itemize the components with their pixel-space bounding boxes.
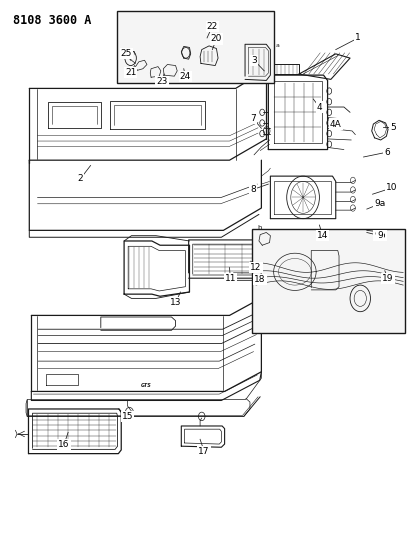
Text: 13: 13	[169, 298, 181, 307]
Text: 14: 14	[316, 231, 328, 240]
Text: GTS: GTS	[140, 383, 151, 387]
Text: 18: 18	[254, 275, 265, 284]
Text: 7: 7	[250, 114, 256, 123]
Text: 16: 16	[58, 440, 70, 449]
Text: 9b: 9b	[373, 231, 385, 240]
Text: 25: 25	[121, 50, 132, 58]
Text: 9a: 9a	[373, 199, 384, 208]
Text: 8: 8	[250, 185, 256, 194]
Text: 17: 17	[198, 447, 209, 456]
Text: 6: 6	[383, 148, 389, 157]
Text: 9: 9	[376, 231, 382, 240]
Text: 20: 20	[210, 35, 222, 44]
Text: 5: 5	[389, 123, 395, 132]
FancyBboxPatch shape	[117, 11, 274, 83]
Text: 4: 4	[316, 102, 321, 111]
Text: 21: 21	[125, 68, 136, 77]
Text: 19: 19	[381, 273, 393, 282]
Text: 12: 12	[250, 263, 261, 272]
Text: 3: 3	[251, 56, 256, 64]
Text: 24: 24	[179, 71, 191, 80]
Text: 4A: 4A	[329, 119, 341, 128]
Text: 23: 23	[156, 77, 167, 86]
Text: 2: 2	[77, 174, 83, 183]
Text: b: b	[257, 225, 261, 231]
FancyBboxPatch shape	[252, 229, 404, 333]
Text: 15: 15	[121, 412, 133, 421]
Text: 10: 10	[385, 183, 397, 192]
Text: a: a	[274, 43, 279, 48]
Text: 1: 1	[355, 34, 360, 43]
Text: 22: 22	[206, 22, 218, 31]
Text: 8108 3600 A: 8108 3600 A	[13, 14, 91, 27]
Text: 11: 11	[224, 273, 236, 282]
